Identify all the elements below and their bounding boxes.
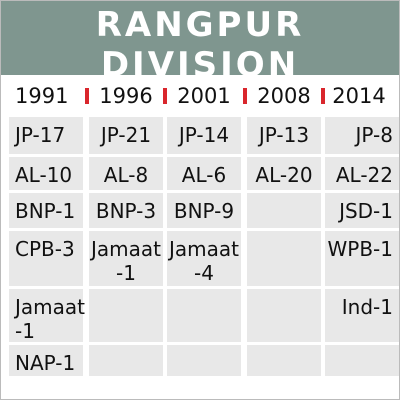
table-cell: Jamaat -1 <box>89 231 163 286</box>
table-cell: JP-14 <box>167 117 241 154</box>
separator <box>163 88 167 104</box>
table-cell: Ind-1 <box>325 289 399 342</box>
separator <box>85 88 89 104</box>
table-cell: BNP-1 <box>9 193 83 228</box>
header: RANGPUR DIVISION 33 CONSTITUENCY <box>1 1 399 109</box>
separator <box>243 88 247 104</box>
column-header: 2008 <box>257 84 311 108</box>
table-cell: NAP-1 <box>9 345 83 376</box>
table-cell: WPB-1 <box>325 231 399 286</box>
table-cell: JP-17 <box>9 117 83 154</box>
table-cell <box>89 345 163 376</box>
column-header: 2014 <box>332 84 386 108</box>
table-cell: CPB-3 <box>9 231 83 286</box>
subtitle: 33 CONSTITUENCY <box>93 84 307 109</box>
table-cell: JSD-1 <box>325 193 399 228</box>
column-header: 1991 <box>15 84 69 108</box>
table-cell <box>89 289 163 342</box>
separator <box>321 88 325 104</box>
table-cell <box>325 345 399 376</box>
table-cell: Jamaat -1 <box>9 289 85 343</box>
table-cell: Jamaat -4 <box>167 231 241 286</box>
table-cell <box>247 231 321 286</box>
table-cell: AL-22 <box>325 157 399 190</box>
table-cell: AL-10 <box>9 157 83 190</box>
table-cell: JP-13 <box>247 117 321 154</box>
table-cell: BNP-3 <box>89 193 163 228</box>
title: RANGPUR DIVISION <box>95 5 305 85</box>
column-header: 1996 <box>99 84 153 108</box>
column-header: 2001 <box>177 84 231 108</box>
table-cell <box>247 289 321 342</box>
table-cell <box>247 193 321 228</box>
table-cell <box>247 345 321 376</box>
table-cell: AL-20 <box>247 157 321 190</box>
table-cell: JP-21 <box>89 117 163 154</box>
table-cell: AL-8 <box>89 157 163 190</box>
table-cell: AL-6 <box>167 157 241 190</box>
table-cell <box>167 345 241 376</box>
table-cell <box>167 289 241 342</box>
table-cell: JP-8 <box>325 117 399 154</box>
table-cell: BNP-9 <box>167 193 241 228</box>
